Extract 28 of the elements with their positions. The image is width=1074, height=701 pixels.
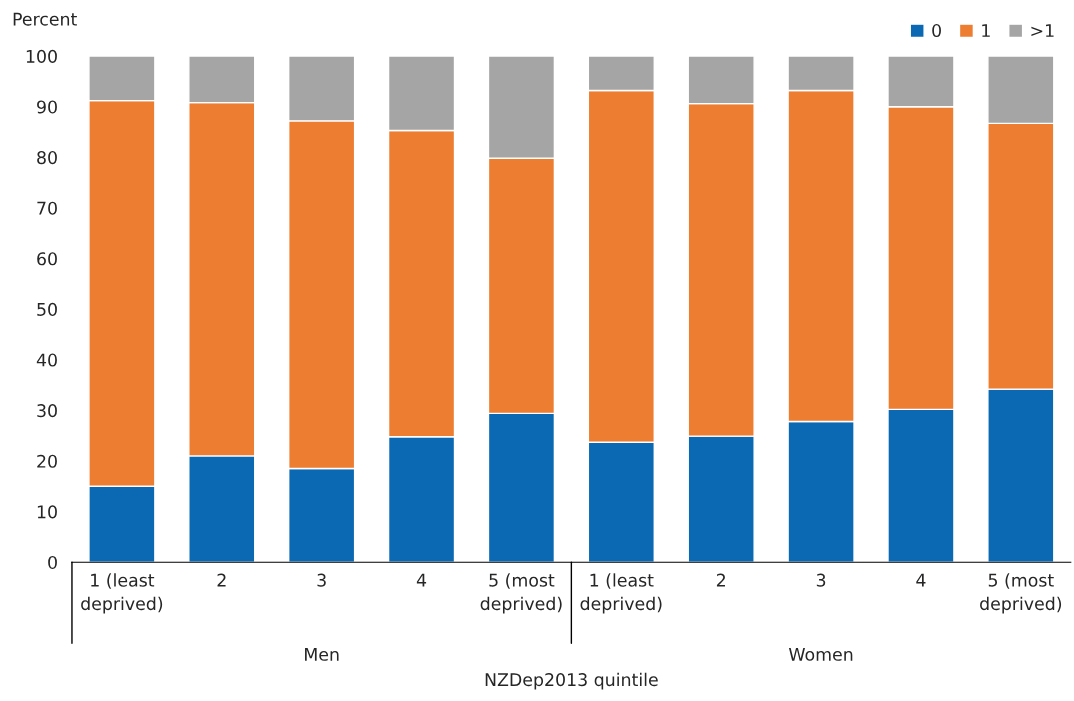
text: Men <box>305 647 339 661</box>
y-tick-label: 60 <box>37 252 57 266</box>
x-tick-label: 5 (most deprived) <box>980 573 1062 614</box>
y-tick-label: 20 <box>37 454 57 468</box>
y-tick-label: 50 <box>37 302 57 316</box>
y-tick-label: 80 <box>37 151 57 165</box>
x-tick-label: 2 <box>716 573 725 587</box>
text: Women <box>788 647 853 661</box>
x-tick-label: 2 <box>217 573 226 587</box>
y-tick-label: 90 <box>37 100 57 114</box>
y-tick-label: 70 <box>37 201 57 215</box>
x-axis-title: NZDep2013 quintile <box>485 672 658 690</box>
legend-label: >1 <box>1031 24 1054 37</box>
legend-label: 0 <box>932 23 941 38</box>
x-tick-label: 4 <box>416 573 427 587</box>
y-tick-label: 0 <box>48 555 57 570</box>
y-axis-title: Percent <box>13 12 77 26</box>
x-tick-label: 4 <box>916 573 926 587</box>
x-tick-label: 3 <box>816 573 826 587</box>
legend-label: 1 <box>982 24 990 37</box>
x-tick-label: 1 (least deprived) <box>580 573 662 614</box>
y-tick-label: 100 <box>26 49 57 63</box>
y-tick-label: 30 <box>37 404 57 418</box>
x-tick-label: 3 <box>317 573 326 587</box>
x-tick-label: 1 (least deprived) <box>81 573 163 614</box>
x-tick-label: 5 (most deprived) <box>480 573 562 614</box>
y-tick-label: 40 <box>36 353 57 367</box>
y-tick-label: 10 <box>37 505 57 519</box>
